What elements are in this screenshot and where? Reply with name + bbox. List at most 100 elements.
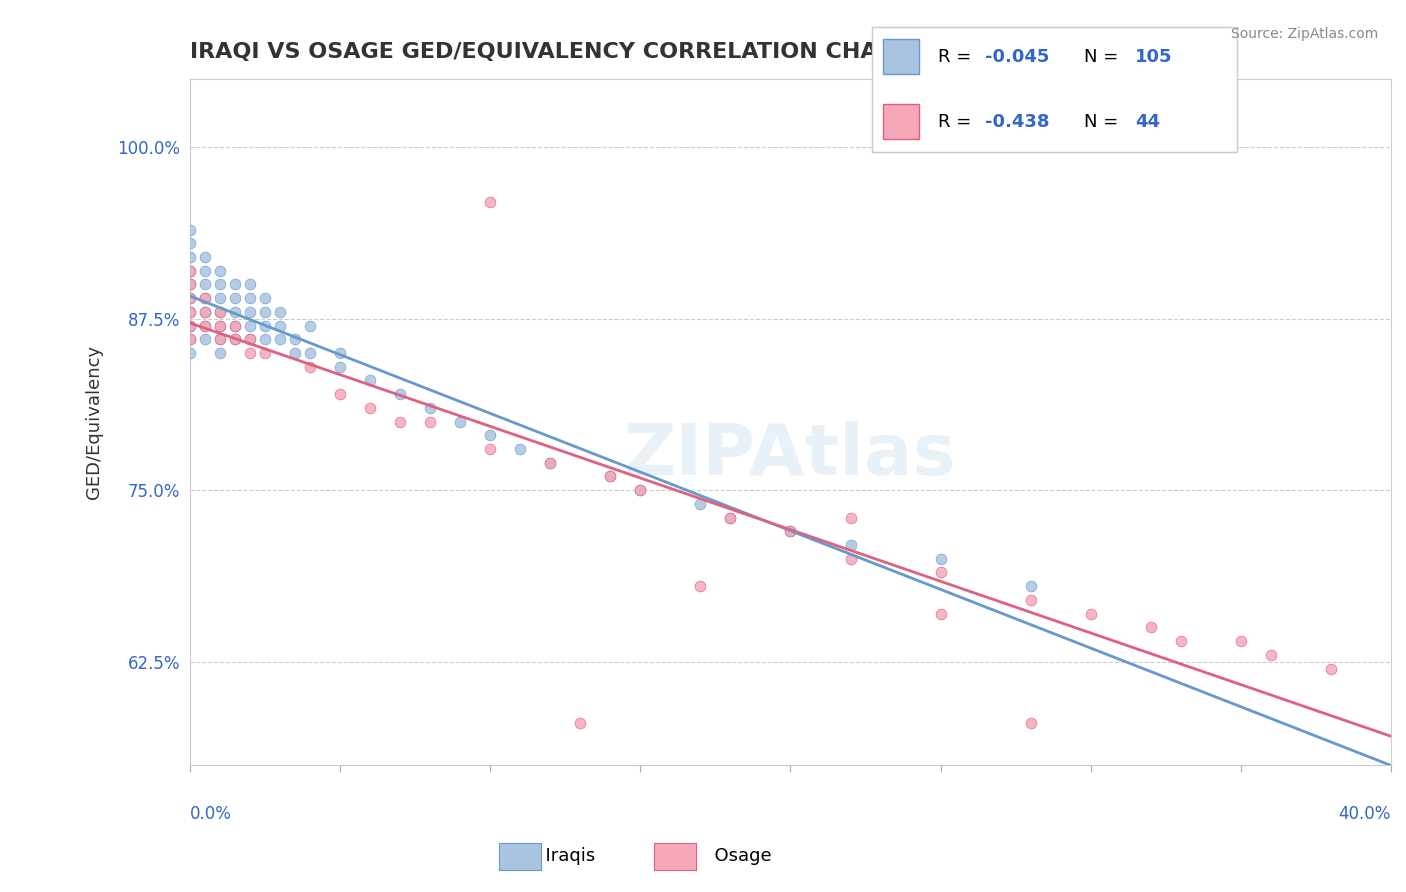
Point bbox=[839, 551, 862, 566]
Point bbox=[239, 318, 262, 333]
Point bbox=[179, 222, 201, 236]
Point bbox=[224, 318, 246, 333]
Point bbox=[179, 263, 201, 277]
Text: N =: N = bbox=[1084, 48, 1123, 66]
Point bbox=[224, 305, 246, 319]
Text: 0.0%: 0.0% bbox=[190, 805, 232, 823]
Point bbox=[929, 566, 952, 580]
Point bbox=[224, 332, 246, 346]
Point bbox=[179, 291, 201, 305]
Point bbox=[179, 236, 201, 251]
Point bbox=[208, 291, 231, 305]
Point bbox=[1170, 634, 1192, 648]
Point bbox=[839, 510, 862, 524]
Point bbox=[329, 387, 352, 401]
Point bbox=[1320, 661, 1343, 675]
Point bbox=[419, 415, 441, 429]
Point bbox=[1019, 593, 1042, 607]
Point bbox=[1019, 579, 1042, 593]
Text: -0.045: -0.045 bbox=[986, 48, 1049, 66]
Point bbox=[329, 359, 352, 374]
Point bbox=[194, 332, 217, 346]
Point bbox=[208, 277, 231, 292]
Point bbox=[298, 359, 321, 374]
Point bbox=[284, 346, 307, 360]
Point bbox=[689, 579, 711, 593]
Point bbox=[194, 305, 217, 319]
Point bbox=[239, 305, 262, 319]
Point bbox=[929, 607, 952, 621]
Point bbox=[239, 332, 262, 346]
Point bbox=[298, 318, 321, 333]
Point bbox=[718, 510, 741, 524]
Point bbox=[239, 332, 262, 346]
FancyBboxPatch shape bbox=[883, 39, 920, 74]
Point bbox=[449, 415, 471, 429]
Point bbox=[179, 332, 201, 346]
Text: ZIPAtlas: ZIPAtlas bbox=[624, 421, 956, 491]
Point bbox=[599, 469, 621, 483]
Point bbox=[208, 263, 231, 277]
Point bbox=[284, 332, 307, 346]
Point bbox=[628, 483, 651, 498]
Point bbox=[479, 428, 502, 442]
Point bbox=[253, 305, 276, 319]
Point bbox=[253, 332, 276, 346]
FancyBboxPatch shape bbox=[883, 104, 920, 139]
Point bbox=[419, 401, 441, 415]
Point bbox=[179, 277, 201, 292]
Point bbox=[359, 401, 381, 415]
Point bbox=[179, 277, 201, 292]
Point bbox=[179, 305, 201, 319]
Point bbox=[389, 387, 412, 401]
Point bbox=[253, 318, 276, 333]
Text: 105: 105 bbox=[1135, 48, 1173, 66]
Point bbox=[389, 415, 412, 429]
Point bbox=[538, 456, 561, 470]
Point bbox=[479, 442, 502, 456]
Point bbox=[1260, 648, 1282, 662]
Point bbox=[269, 332, 291, 346]
Point bbox=[194, 318, 217, 333]
Point bbox=[194, 277, 217, 292]
Text: IRAQI VS OSAGE GED/EQUIVALENCY CORRELATION CHART: IRAQI VS OSAGE GED/EQUIVALENCY CORRELATI… bbox=[190, 42, 908, 62]
Point bbox=[929, 551, 952, 566]
Point bbox=[253, 346, 276, 360]
Point bbox=[779, 524, 801, 539]
Text: Source: ZipAtlas.com: Source: ZipAtlas.com bbox=[1230, 27, 1378, 41]
Point bbox=[269, 305, 291, 319]
Point bbox=[208, 346, 231, 360]
Point bbox=[224, 291, 246, 305]
Point bbox=[269, 318, 291, 333]
Point bbox=[179, 332, 201, 346]
Point bbox=[208, 318, 231, 333]
Text: N =: N = bbox=[1084, 112, 1123, 130]
Point bbox=[718, 510, 741, 524]
Point bbox=[329, 346, 352, 360]
Point bbox=[179, 305, 201, 319]
Point bbox=[179, 318, 201, 333]
Text: 44: 44 bbox=[1135, 112, 1160, 130]
Point bbox=[509, 442, 531, 456]
Point bbox=[179, 318, 201, 333]
Y-axis label: GED/Equivalency: GED/Equivalency bbox=[86, 344, 103, 499]
Point bbox=[599, 469, 621, 483]
Text: 40.0%: 40.0% bbox=[1339, 805, 1391, 823]
Point bbox=[194, 291, 217, 305]
Point bbox=[1080, 607, 1102, 621]
Point bbox=[208, 332, 231, 346]
Point bbox=[194, 305, 217, 319]
Point bbox=[224, 332, 246, 346]
Text: Iraqis: Iraqis bbox=[534, 847, 596, 865]
Point bbox=[1139, 620, 1161, 634]
Point bbox=[1019, 716, 1042, 731]
Text: R =: R = bbox=[938, 112, 977, 130]
Point bbox=[689, 497, 711, 511]
Point bbox=[194, 263, 217, 277]
Point bbox=[239, 346, 262, 360]
Point bbox=[208, 332, 231, 346]
Point bbox=[538, 456, 561, 470]
Text: Osage: Osage bbox=[703, 847, 772, 865]
Point bbox=[839, 538, 862, 552]
Point bbox=[1230, 634, 1253, 648]
